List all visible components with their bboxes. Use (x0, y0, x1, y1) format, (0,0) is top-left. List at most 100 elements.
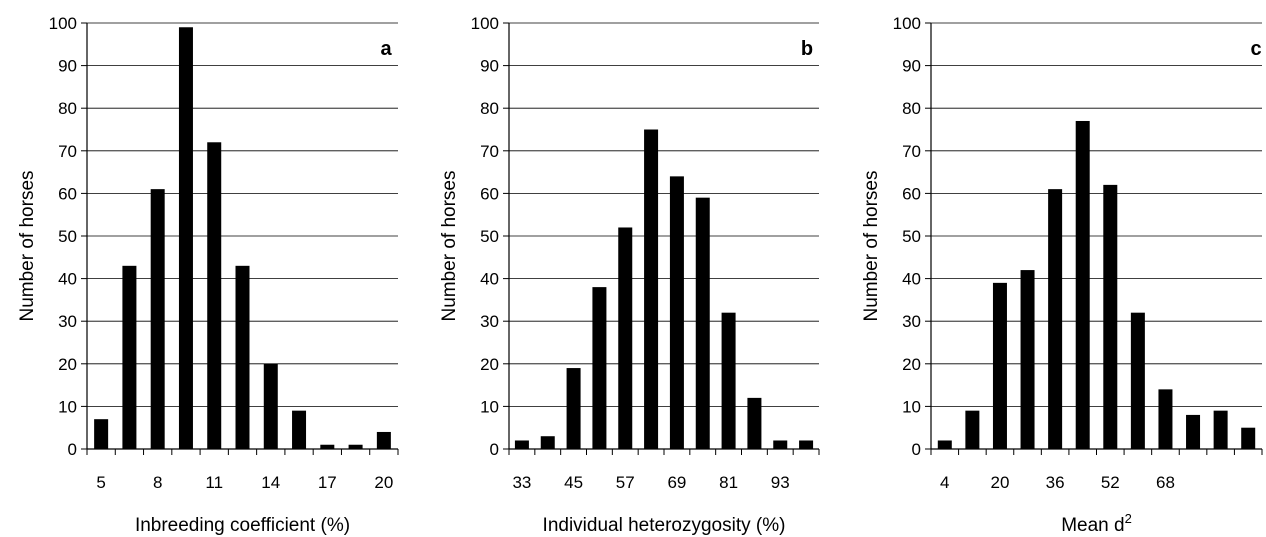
x-axis-title-superscript: 2 (1125, 511, 1132, 526)
bar (722, 313, 736, 449)
bar (377, 432, 391, 449)
y-tick-label: 40 (902, 270, 921, 289)
y-tick-label: 20 (58, 355, 77, 374)
x-tick-label: 5 (96, 473, 105, 492)
y-tick-label: 30 (480, 312, 499, 331)
y-tick-label: 80 (58, 99, 77, 118)
bar (644, 130, 658, 450)
bar (264, 364, 278, 449)
x-axis-title-text: Mean d (1061, 515, 1124, 536)
y-tick-label: 40 (480, 270, 499, 289)
y-tick-label: 90 (902, 57, 921, 76)
bar (541, 436, 555, 449)
bar (236, 266, 250, 449)
bar (1241, 428, 1255, 449)
y-tick-label: 0 (490, 440, 499, 459)
chart-panel-a: 0 10 20 30 40 50 60 70 80 90 100 5 8 11 14 17 20 a Number … (17, 14, 398, 536)
y-axis-title: Number of horses (861, 170, 882, 321)
y-tick-label: 60 (480, 184, 499, 203)
bar (993, 283, 1007, 449)
y-tick-label: 30 (58, 312, 77, 331)
y-tick-label: 90 (480, 57, 499, 76)
bar (1103, 185, 1117, 449)
y-axis-title: Number of horses (439, 170, 460, 321)
y-axis-title: Number of horses (17, 170, 38, 321)
bar (1214, 411, 1228, 449)
y-tick-label: 40 (58, 270, 77, 289)
x-axis-title: Mean d2 (1061, 511, 1132, 536)
bar (747, 398, 761, 449)
bar (122, 266, 136, 449)
bar (179, 27, 193, 449)
bar (207, 142, 221, 449)
bar (515, 440, 529, 449)
x-tick-label: 17 (318, 473, 337, 492)
y-tick-label: 90 (58, 57, 77, 76)
bar (618, 227, 632, 449)
y-tick-label: 70 (480, 142, 499, 161)
bar (799, 440, 813, 449)
y-tick-label: 10 (58, 397, 77, 416)
x-tick-label: 68 (1156, 473, 1175, 492)
x-tick-label: 45 (564, 473, 583, 492)
bar (773, 440, 787, 449)
bar (151, 189, 165, 449)
y-tick-label: 80 (480, 99, 499, 118)
bar (320, 445, 334, 449)
bar (1021, 270, 1035, 449)
bar (1048, 189, 1062, 449)
x-tick-label: 81 (719, 473, 738, 492)
x-tick-label: 52 (1101, 473, 1120, 492)
y-tick-label: 60 (902, 184, 921, 203)
bar (292, 411, 306, 449)
bar (1158, 389, 1172, 449)
bar (592, 287, 606, 449)
bar (1131, 313, 1145, 449)
x-tick-label: 57 (616, 473, 635, 492)
y-tick-label: 100 (49, 14, 77, 33)
y-tick-label: 70 (58, 142, 77, 161)
y-tick-label: 60 (58, 184, 77, 203)
panel-label: a (380, 38, 392, 60)
y-tick-label: 30 (902, 312, 921, 331)
x-tick-label: 20 (990, 473, 1009, 492)
bar (965, 411, 979, 449)
y-tick-label: 100 (471, 14, 499, 33)
x-tick-label: 33 (512, 473, 531, 492)
y-tick-label: 50 (902, 227, 921, 246)
y-tick-label: 100 (893, 14, 921, 33)
y-tick-label: 10 (902, 397, 921, 416)
y-tick-label: 20 (902, 355, 921, 374)
x-tick-label: 11 (205, 473, 223, 492)
x-tick-label: 20 (374, 473, 393, 492)
panel-label: b (801, 38, 813, 60)
x-axis-title-text: Individual heterozygosity (%) (543, 515, 786, 536)
y-tick-label: 50 (58, 227, 77, 246)
bar (1186, 415, 1200, 449)
x-tick-label: 14 (261, 473, 280, 492)
x-tick-label: 93 (771, 473, 790, 492)
bar (94, 419, 108, 449)
x-tick-label: 8 (153, 473, 162, 492)
x-axis-title: Inbreeding coefficient (%) (135, 515, 350, 536)
bar (349, 445, 363, 449)
y-tick-label: 70 (902, 142, 921, 161)
y-tick-label: 10 (480, 397, 499, 416)
bar (938, 440, 952, 449)
x-axis-title: Individual heterozygosity (%) (543, 515, 786, 536)
bar (1076, 121, 1090, 449)
bar (567, 368, 581, 449)
bar (670, 176, 684, 449)
bar (696, 198, 710, 449)
x-tick-label: 69 (667, 473, 686, 492)
y-tick-label: 0 (68, 440, 77, 459)
chart-panel-c: 0 10 20 30 40 50 60 70 80 90 100 4 20 36 52 68 c Number o… (861, 14, 1262, 536)
x-axis-title-text: Inbreeding coefficient (%) (135, 515, 350, 536)
chart-panel-b: 0 10 20 30 40 50 60 70 80 90 100 33 45 57 69 81 93 b Numbe… (439, 14, 819, 536)
panel-label: c (1250, 38, 1261, 60)
x-tick-label: 36 (1046, 473, 1065, 492)
y-tick-label: 80 (902, 99, 921, 118)
y-tick-label: 0 (912, 440, 921, 459)
y-tick-label: 20 (480, 355, 499, 374)
